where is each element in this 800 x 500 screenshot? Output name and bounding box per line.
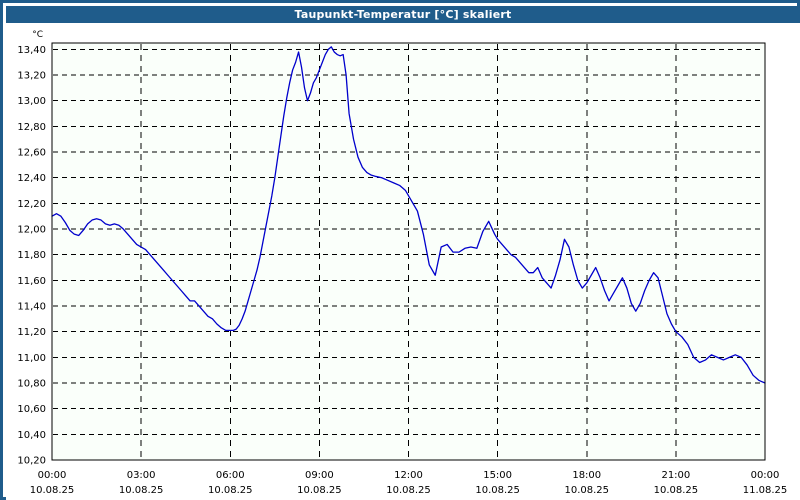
- y-tick-label: 10,60: [17, 404, 46, 415]
- chart-plot-area: °C 13,40 13,20 13,00 12,80 12,60 12,40 12,20 12,…: [17, 30, 788, 496]
- y-tick-label: 13,40: [17, 45, 46, 56]
- x-tick-date-label: 10.08.25: [564, 485, 609, 496]
- y-tick-label: 13,00: [17, 96, 46, 107]
- x-tick-label: 21:00: [661, 470, 690, 481]
- y-tick-label: 12,00: [17, 225, 46, 236]
- x-tick-label: 03:00: [127, 470, 156, 481]
- y-tick-label: 13,20: [17, 71, 46, 82]
- x-tick-date-label: 10.08.25: [30, 485, 75, 496]
- plot-frame: [51, 42, 766, 461]
- y-tick-label: 12,80: [17, 122, 46, 133]
- data-series-line: [51, 46, 766, 384]
- x-tick-date-label: 10.08.25: [119, 485, 164, 496]
- y-tick-label: 11,40: [17, 302, 46, 313]
- y-tick-label: 10,20: [17, 456, 46, 467]
- window-title: Taupunkt-Temperatur [°C] skaliert: [6, 6, 800, 23]
- y-tick-label: 12,20: [17, 199, 46, 210]
- x-tick-label: 09:00: [305, 470, 334, 481]
- x-tick-date-label: 10.08.25: [654, 485, 699, 496]
- x-tick-label: 00:00: [751, 470, 780, 481]
- y-tick-label: 11,00: [17, 353, 46, 364]
- y-tick-label: 11,80: [17, 250, 46, 261]
- x-tick-date-label: 10.08.25: [297, 485, 342, 496]
- x-tick-label: 18:00: [572, 470, 601, 481]
- chart-canvas: °C 13,40 13,20 13,00 12,80 12,60 12,40 12,20 12,…: [6, 23, 800, 500]
- y-axis-unit-label: °C: [32, 30, 43, 40]
- x-tick-label: 00:00: [38, 470, 67, 481]
- x-tick-date-label: 10.08.25: [475, 485, 520, 496]
- y-tick-label: 11,60: [17, 276, 46, 287]
- x-tick-label: 15:00: [483, 470, 512, 481]
- y-tick-label: 12,40: [17, 173, 46, 184]
- y-tick-label: 11,20: [17, 327, 46, 338]
- x-tick-date-label: 10.08.25: [208, 485, 253, 496]
- y-tick-label: 10,40: [17, 430, 46, 441]
- y-tick-label: 12,60: [17, 148, 46, 159]
- x-tick-label: 06:00: [216, 470, 245, 481]
- x-tick-date-label: 10.08.25: [386, 485, 431, 496]
- x-tick-date-label: 11.08.25: [743, 485, 788, 496]
- y-tick-label: 10,80: [17, 379, 46, 390]
- x-tick-label: 12:00: [394, 470, 423, 481]
